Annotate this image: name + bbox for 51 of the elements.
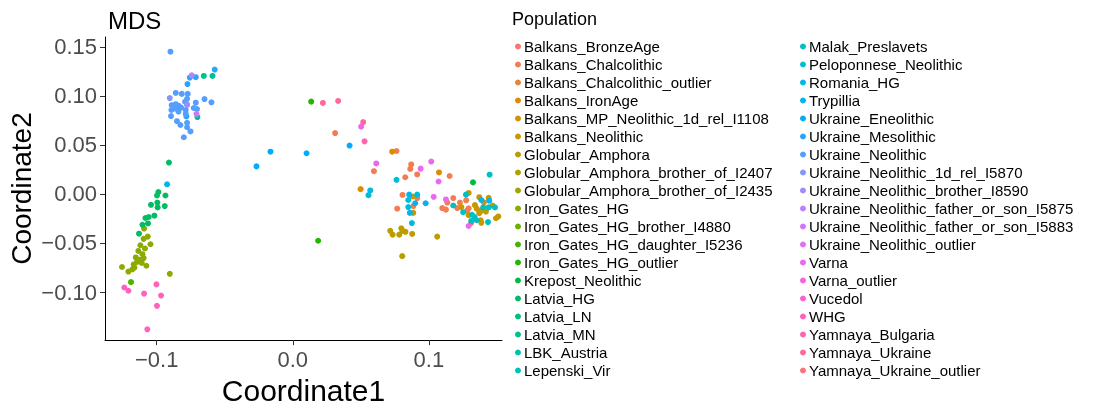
y-tick-label: −0.05 — [41, 230, 97, 256]
legend-label: Ukraine_Neolithic_1d_rel_I5870 — [809, 164, 1023, 181]
legend-label: Yamnaya_Ukraine — [809, 344, 932, 361]
y-tick-label: 0.15 — [54, 34, 97, 60]
y-tick-label: −0.10 — [41, 279, 97, 305]
legend-label: Yamnaya_Ukraine_outlier — [809, 362, 981, 379]
legend-label: Malak_Preslavets — [809, 38, 928, 55]
legend-label: Ukraine_Neolithic_father_or_son_I5883 — [809, 218, 1074, 235]
legend-label: Varna — [809, 254, 849, 271]
legend-label: Yamnaya_Bulgaria — [809, 326, 936, 343]
legend-label: Krepost_Neolithic — [524, 272, 643, 289]
legend-label: Lepenski_Vir — [524, 362, 611, 379]
legend-label: Vucedol — [809, 290, 863, 307]
legend-label: Balkans_MP_Neolithic_1d_rel_I1108 — [524, 110, 769, 127]
legend-label: Romania_HG — [809, 74, 900, 91]
legend-label: Balkans_Chalcolithic_outlier — [524, 74, 712, 91]
chart-title: MDS — [108, 6, 162, 34]
legend-label: Balkans_IronAge — [524, 92, 639, 109]
legend-label: Balkans_Neolithic — [524, 128, 644, 145]
legend-label: Peloponnese_Neolithic — [809, 56, 963, 73]
legend-label: Globular_Amphora_brother_of_I2407 — [524, 164, 773, 181]
x-tick-label: 0.0 — [277, 346, 309, 372]
legend-label: Globular_Amphora_brother_of_I2435 — [524, 182, 773, 199]
legend-label: Globular_Amphora — [524, 146, 651, 163]
legend-label: Ukraine_Neolithic — [809, 146, 928, 163]
legend-label: Balkans_BronzeAge — [524, 38, 660, 55]
legend-label: Iron_Gates_HG — [524, 200, 630, 217]
legend-label: LBK_Austria — [524, 344, 609, 361]
y-axis-title: Coordinate2 — [5, 112, 37, 265]
legend-label: Varna_outlier — [809, 272, 898, 289]
legend-label: Ukraine_Mesolithic — [809, 128, 937, 145]
legend-label: Iron_Gates_HG_brother_I4880 — [524, 218, 731, 235]
legend-label: Ukraine_Neolithic_father_or_son_I5875 — [809, 200, 1074, 217]
legend-label: Latvia_HG — [524, 290, 595, 307]
legend-label: Trypillia — [809, 92, 861, 109]
legend-label: Iron_Gates_HG_outlier — [524, 254, 679, 271]
legend-label: Latvia_LN — [524, 308, 592, 325]
legend-label: Ukraine_Neolithic_outlier — [809, 236, 976, 253]
y-tick-label: 0.10 — [54, 83, 97, 109]
y-tick-label: 0.00 — [54, 181, 97, 207]
legend-label: Iron_Gates_HG_daughter_I5236 — [524, 236, 743, 253]
legend-title: Population — [512, 9, 598, 29]
x-tick-label: 0.1 — [413, 346, 445, 372]
legend-label: Ukraine_Eneolithic — [809, 110, 935, 127]
legend-label: WHG — [809, 308, 846, 325]
legend-label: Ukraine_Neolithic_brother_I8590 — [809, 182, 1029, 199]
x-tick-label: −0.1 — [135, 346, 179, 372]
legend-label: Balkans_Chalcolithic — [524, 56, 663, 73]
legend-label: Latvia_MN — [524, 326, 596, 343]
x-axis-title: Coordinate1 — [221, 373, 386, 407]
y-tick-label: 0.05 — [54, 132, 97, 158]
